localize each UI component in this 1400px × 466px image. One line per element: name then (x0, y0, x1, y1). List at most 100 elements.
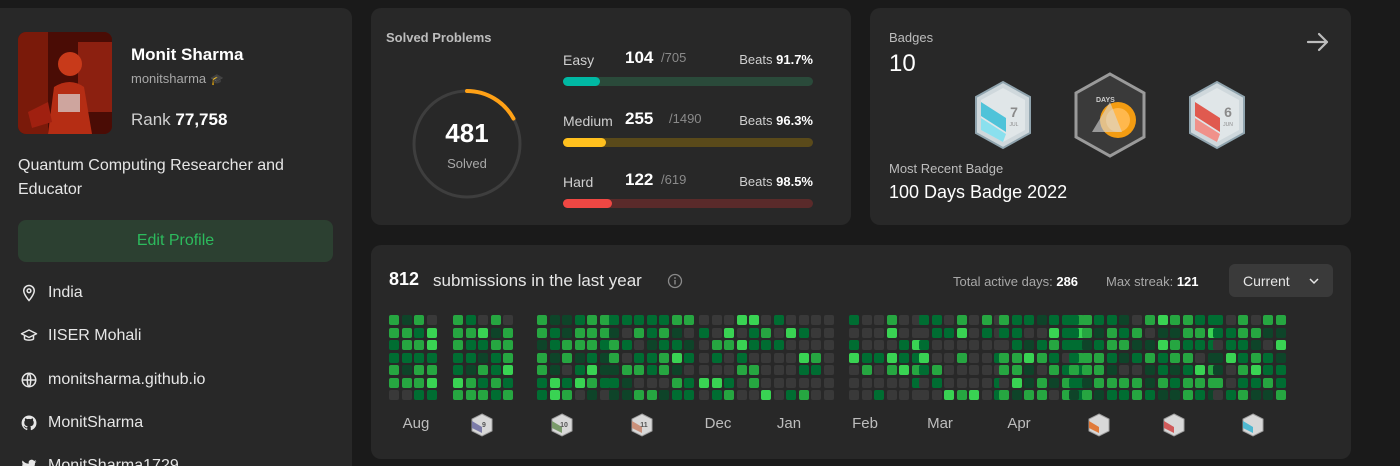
heatmap-cell[interactable] (956, 377, 967, 388)
heatmap-cell[interactable] (562, 340, 572, 350)
heatmap-cell[interactable] (1049, 390, 1059, 400)
heatmap-cell[interactable] (786, 315, 796, 325)
heatmap-cell[interactable] (874, 315, 884, 325)
heatmap-cell[interactable] (1024, 315, 1034, 325)
heatmap-cell[interactable] (1207, 377, 1218, 388)
heatmap-cell[interactable] (1238, 377, 1248, 388)
heatmap-cell[interactable] (1074, 327, 1084, 338)
heatmap-cell[interactable] (711, 390, 722, 400)
heatmap-cell[interactable] (1195, 352, 1205, 363)
heatmap-cell[interactable] (562, 315, 572, 325)
heatmap-cell[interactable] (919, 315, 929, 325)
heatmap-cell[interactable] (1081, 327, 1092, 338)
heatmap-cell[interactable] (599, 327, 610, 338)
heatmap-cell[interactable] (811, 327, 821, 338)
heatmap-cell[interactable] (1145, 340, 1155, 350)
heatmap-cell[interactable] (1094, 340, 1104, 350)
heatmap-cell[interactable] (549, 365, 560, 375)
heatmap-cell[interactable] (1011, 315, 1022, 325)
heatmap-cell[interactable] (749, 365, 759, 375)
heatmap-cell[interactable] (899, 327, 909, 338)
heatmap-cell[interactable] (671, 377, 682, 388)
heatmap-cell[interactable] (1119, 352, 1129, 363)
heatmap-cell[interactable] (659, 340, 669, 350)
heatmap-cell[interactable] (503, 365, 513, 375)
heatmap-cell[interactable] (1225, 377, 1236, 388)
heatmap-cell[interactable] (671, 327, 682, 338)
heatmap-cell[interactable] (453, 352, 463, 363)
heatmap-cell[interactable] (1182, 390, 1193, 400)
heatmap-cell[interactable] (574, 365, 585, 375)
heatmap-cell[interactable] (478, 365, 488, 375)
heatmap-cell[interactable] (969, 377, 979, 388)
heatmap-cell[interactable] (1263, 390, 1273, 400)
heatmap-cell[interactable] (699, 365, 709, 375)
heatmap-cell[interactable] (634, 327, 644, 338)
heatmap-cell[interactable] (659, 315, 669, 325)
heatmap-cell[interactable] (1036, 377, 1047, 388)
heatmap-cell[interactable] (874, 390, 884, 400)
heatmap-cell[interactable] (1225, 365, 1236, 375)
heatmap-cell[interactable] (1094, 327, 1104, 338)
heatmap-cell[interactable] (849, 365, 859, 375)
heatmap-cell[interactable] (931, 365, 942, 375)
heatmap-cell[interactable] (389, 352, 399, 363)
heatmap-cell[interactable] (562, 365, 572, 375)
heatmap-cell[interactable] (1106, 377, 1117, 388)
heatmap-cell[interactable] (1011, 365, 1022, 375)
heatmap-cell[interactable] (1024, 352, 1034, 363)
heatmap-cell[interactable] (659, 352, 669, 363)
heatmap-cell[interactable] (1106, 340, 1117, 350)
heatmap-cell[interactable] (823, 352, 834, 363)
heatmap-cell[interactable] (1170, 390, 1180, 400)
heatmap-cell[interactable] (999, 352, 1009, 363)
heatmap-cell[interactable] (944, 365, 954, 375)
heatmap-cell[interactable] (919, 327, 929, 338)
heatmap-cell[interactable] (874, 352, 884, 363)
heatmap-cell[interactable] (587, 390, 597, 400)
heatmap-cell[interactable] (886, 365, 897, 375)
heatmap-cell[interactable] (1061, 340, 1072, 350)
heatmap-cell[interactable] (587, 340, 597, 350)
heatmap-cell[interactable] (1069, 365, 1079, 375)
heatmap-cell[interactable] (1074, 315, 1084, 325)
heatmap-cell[interactable] (562, 352, 572, 363)
heatmap-cell[interactable] (389, 327, 399, 338)
heatmap-cell[interactable] (1131, 390, 1142, 400)
heatmap-cell[interactable] (1157, 352, 1168, 363)
heatmap-cell[interactable] (478, 315, 488, 325)
heatmap-cell[interactable] (549, 340, 560, 350)
heatmap-cell[interactable] (861, 340, 872, 350)
heatmap-cell[interactable] (956, 340, 967, 350)
heatmap-cell[interactable] (969, 352, 979, 363)
heatmap-cell[interactable] (465, 390, 476, 400)
heatmap-cell[interactable] (811, 340, 821, 350)
heatmap-cell[interactable] (969, 315, 979, 325)
heatmap-cell[interactable] (931, 377, 942, 388)
heatmap-cell[interactable] (773, 390, 784, 400)
heatmap-cell[interactable] (919, 390, 929, 400)
heatmap-cell[interactable] (1213, 365, 1223, 375)
heatmap-cell[interactable] (749, 315, 759, 325)
heatmap-cell[interactable] (490, 377, 501, 388)
heatmap-cell[interactable] (981, 315, 992, 325)
heatmap-cell[interactable] (465, 327, 476, 338)
twitter-link[interactable]: MonitSharma1729 (48, 457, 179, 466)
heatmap-cell[interactable] (874, 365, 884, 375)
heatmap-cell[interactable] (711, 327, 722, 338)
heatmap-cell[interactable] (426, 390, 437, 400)
heatmap-cell[interactable] (798, 365, 809, 375)
heatmap-cell[interactable] (944, 340, 954, 350)
heatmap-cell[interactable] (562, 390, 572, 400)
month-badge-icon[interactable] (1088, 413, 1110, 437)
heatmap-cell[interactable] (944, 377, 954, 388)
heatmap-cell[interactable] (1250, 315, 1261, 325)
heatmap-cell[interactable] (761, 315, 771, 325)
heatmap-cell[interactable] (1024, 365, 1034, 375)
heatmap-cell[interactable] (659, 327, 669, 338)
heatmap-cell[interactable] (1011, 390, 1022, 400)
heatmap-cell[interactable] (1263, 315, 1273, 325)
heatmap-cell[interactable] (823, 377, 834, 388)
heatmap-cell[interactable] (1074, 377, 1084, 388)
heatmap-cell[interactable] (684, 377, 694, 388)
